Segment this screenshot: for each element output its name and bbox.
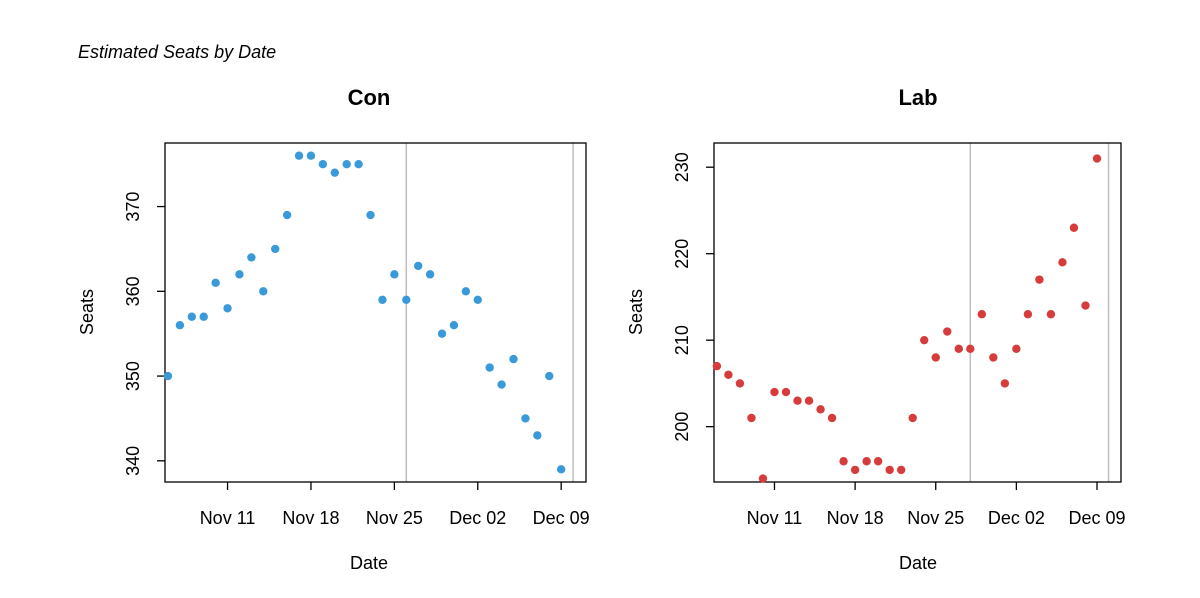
con-point-14 bbox=[330, 168, 339, 177]
lab-ylabel: Seats bbox=[626, 289, 646, 335]
con-point-11 bbox=[294, 151, 304, 160]
lab-point-4 bbox=[758, 474, 768, 483]
lab-y-tick-label-2: 220 bbox=[672, 239, 692, 269]
lab-point-8 bbox=[804, 396, 814, 405]
con-point-20 bbox=[402, 295, 411, 304]
lab-point-26 bbox=[1012, 344, 1021, 354]
con-point-32 bbox=[545, 371, 554, 381]
con-xlabel: Date bbox=[350, 553, 388, 573]
lab-plot-frame bbox=[713, 142, 1122, 483]
con-point-30 bbox=[521, 414, 530, 423]
con-point-17 bbox=[366, 210, 375, 220]
lab-point-7 bbox=[793, 396, 802, 405]
con-point-1 bbox=[175, 321, 185, 330]
lab-y-tick-label-0: 200 bbox=[672, 412, 692, 442]
con-x-tick-label-0: Nov 11 bbox=[200, 508, 256, 528]
lab-point-24 bbox=[989, 353, 998, 362]
con-plot-frame bbox=[164, 142, 587, 483]
lab-point-25 bbox=[1000, 379, 1010, 388]
lab-x-tick-label-4: Dec 09 bbox=[1068, 508, 1125, 528]
lab-title: Lab bbox=[898, 85, 937, 110]
lab-x-tick-label-2: Nov 25 bbox=[907, 508, 964, 528]
con-panel: Con Date Seats Nov 11 Nov 18 Nov 25 Dec 02 D… bbox=[77, 85, 590, 573]
con-x-tick-label-2: Nov 25 bbox=[366, 508, 423, 528]
con-point-28 bbox=[497, 380, 506, 389]
con-point-5 bbox=[223, 304, 232, 313]
con-point-10 bbox=[282, 210, 292, 220]
con-point-23 bbox=[437, 329, 447, 338]
lab-point-3 bbox=[747, 413, 756, 423]
lab-y-tick-label-3: 230 bbox=[672, 152, 692, 182]
lab-point-33 bbox=[1092, 154, 1102, 163]
con-point-6 bbox=[235, 270, 244, 279]
con-point-15 bbox=[342, 159, 351, 169]
lab-point-18 bbox=[920, 335, 929, 345]
con-point-27 bbox=[485, 363, 494, 372]
lab-point-32 bbox=[1081, 301, 1090, 310]
con-x-tick-label-4: Dec 09 bbox=[533, 508, 590, 528]
lab-point-1 bbox=[724, 370, 733, 379]
con-y-tick-label-2: 360 bbox=[123, 276, 143, 306]
con-point-26 bbox=[473, 295, 482, 304]
con-point-31 bbox=[533, 431, 542, 440]
con-point-24 bbox=[449, 321, 459, 330]
lab-point-28 bbox=[1035, 275, 1044, 284]
con-point-33 bbox=[556, 465, 566, 474]
lab-point-23 bbox=[977, 310, 987, 319]
lab-y-tick-label-1: 210 bbox=[672, 325, 692, 355]
con-point-7 bbox=[247, 253, 256, 262]
lab-point-12 bbox=[850, 465, 860, 475]
lab-panel: Lab Date Seats Nov 11 Nov 18 Nov 25 Dec 02 D… bbox=[626, 85, 1126, 573]
con-point-8 bbox=[259, 287, 268, 296]
lab-point-17 bbox=[908, 413, 917, 423]
con-ylabel: Seats bbox=[77, 289, 97, 335]
figure-title: Estimated Seats by Date bbox=[78, 42, 277, 62]
con-y-tick-label-1: 350 bbox=[123, 361, 143, 391]
con-y-tick-label-3: 370 bbox=[123, 192, 143, 222]
con-point-9 bbox=[271, 244, 280, 254]
lab-point-13 bbox=[862, 457, 871, 466]
lab-point-10 bbox=[827, 413, 837, 423]
lab-point-6 bbox=[781, 387, 791, 397]
lab-xlabel: Date bbox=[899, 553, 937, 573]
lab-point-2 bbox=[735, 379, 745, 388]
lab-x-tick-label-3: Dec 02 bbox=[988, 508, 1045, 528]
con-point-2 bbox=[187, 312, 197, 321]
lab-point-16 bbox=[896, 465, 906, 475]
lab-point-11 bbox=[839, 457, 848, 466]
con-point-29 bbox=[509, 354, 518, 364]
con-point-3 bbox=[199, 312, 208, 321]
con-point-4 bbox=[211, 278, 220, 288]
lab-point-31 bbox=[1069, 223, 1079, 232]
con-point-13 bbox=[318, 159, 328, 169]
con-point-25 bbox=[461, 287, 471, 296]
con-x-tick-label-3: Dec 02 bbox=[449, 508, 506, 528]
con-point-0 bbox=[163, 371, 173, 381]
con-point-19 bbox=[390, 270, 399, 279]
lab-point-14 bbox=[873, 457, 883, 466]
lab-point-15 bbox=[885, 465, 894, 475]
con-point-18 bbox=[378, 295, 387, 304]
con-point-22 bbox=[425, 270, 435, 279]
con-x-tick-label-1: Nov 18 bbox=[282, 508, 339, 528]
lab-x-tick-label-1: Nov 18 bbox=[827, 508, 884, 528]
lab-point-19 bbox=[931, 353, 940, 362]
lab-point-5 bbox=[770, 387, 779, 397]
con-point-21 bbox=[413, 261, 423, 271]
lab-point-29 bbox=[1046, 310, 1056, 319]
con-title: Con bbox=[348, 85, 391, 110]
lab-point-21 bbox=[954, 344, 963, 354]
lab-point-0 bbox=[712, 361, 722, 371]
con-point-12 bbox=[306, 151, 316, 160]
lab-point-27 bbox=[1023, 310, 1033, 319]
lab-point-20 bbox=[943, 327, 952, 336]
con-y-tick-label-0: 340 bbox=[123, 446, 143, 476]
lab-point-22 bbox=[966, 344, 975, 354]
con-point-16 bbox=[354, 159, 363, 169]
lab-x-tick-label-0: Nov 11 bbox=[747, 508, 803, 528]
lab-point-9 bbox=[816, 405, 825, 414]
lab-point-30 bbox=[1058, 258, 1067, 267]
